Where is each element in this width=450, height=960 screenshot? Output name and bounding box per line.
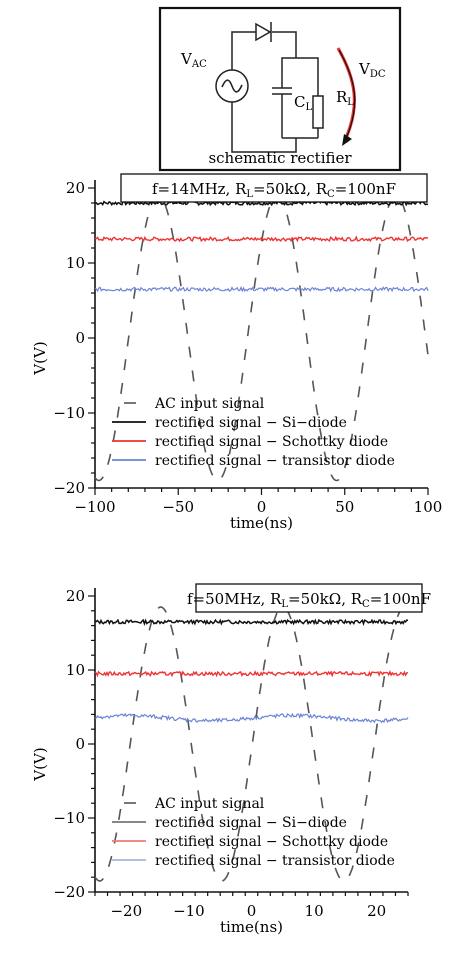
y-axis-label: V(V) xyxy=(31,341,49,375)
legend-entry: AC input signal xyxy=(154,796,265,812)
legend-entry: rectified signal − Si−diode xyxy=(155,815,347,831)
rectified-schottky-line xyxy=(94,670,409,678)
capacitor-symbol xyxy=(272,87,292,95)
arrow-head-icon xyxy=(342,134,352,146)
legend-entry: rectified signal − Schottky diode xyxy=(155,834,388,850)
y-axis-label: V(V) xyxy=(31,747,49,781)
y-tick-label: −20 xyxy=(53,479,85,497)
resistor-symbol xyxy=(312,95,324,129)
y-tick-label: 10 xyxy=(66,254,85,272)
x-tick-label: −20 xyxy=(110,902,142,920)
chart-50mhz: −20 −10 0 10 20 −20 −10 0 10 20 time(ns) V(V) f=50MH… xyxy=(31,583,431,936)
x-tick-label: 0 xyxy=(247,902,257,920)
rectified-transistor-line xyxy=(94,285,429,293)
y-tick-label: 10 xyxy=(66,661,85,679)
rectified-si-line xyxy=(94,618,409,626)
y-tick-label: 20 xyxy=(66,587,85,605)
x-tick-label: 20 xyxy=(367,902,386,920)
condition-box xyxy=(120,173,428,203)
schematic-caption: schematic rectifier xyxy=(208,149,352,167)
legend-entry: rectified signal − Schottky diode xyxy=(155,434,388,450)
rectified-schottky-line xyxy=(94,235,429,243)
x-tick-label: 10 xyxy=(305,902,324,920)
schematic-frame xyxy=(158,6,402,172)
x-tick-label: 0 xyxy=(257,498,267,516)
capacitor-label: CL xyxy=(294,93,312,113)
output-voltage-arrow-core xyxy=(338,49,356,137)
x-axis-label: time(ns) xyxy=(230,514,293,532)
x-tick-label: −10 xyxy=(173,902,205,920)
y-tick-label: 0 xyxy=(75,735,85,753)
condition-box xyxy=(195,583,423,613)
legend-entry: AC input signal xyxy=(154,396,265,412)
y-tick-label: 0 xyxy=(75,329,85,347)
y-tick-label: −10 xyxy=(53,404,85,422)
x-tick-label: −100 xyxy=(74,498,115,516)
source-label: VAC xyxy=(180,50,207,70)
x-axis-label: time(ns) xyxy=(220,918,283,936)
condition-label: f=50MHz, RL=50kΩ, RC=100nF xyxy=(187,590,431,610)
y-tick-label: −10 xyxy=(53,809,85,827)
diode-symbol xyxy=(255,22,272,42)
legend-entry: rectified signal − transistor diode xyxy=(155,853,395,869)
sine-icon xyxy=(221,79,243,93)
y-tick-label: 20 xyxy=(66,179,85,197)
legend-entry: rectified signal − Si−diode xyxy=(155,415,347,431)
y-tick-label: −20 xyxy=(53,883,85,901)
rectifier-schematic: VAC CL RL VDC schematic rectifier xyxy=(158,6,402,172)
resistor-label: RL xyxy=(336,88,354,108)
output-label: VDC xyxy=(358,60,386,80)
x-tick-label: 100 xyxy=(414,498,443,516)
x-tick-label: −50 xyxy=(162,498,194,516)
rectified-transistor-line xyxy=(94,712,409,724)
x-tick-label: 50 xyxy=(335,498,354,516)
legend-entry: rectified signal − transistor diode xyxy=(155,453,395,469)
ac-input-signal-line xyxy=(94,194,429,482)
circuit-wires xyxy=(231,31,319,153)
condition-label: f=14MHz, RL=50kΩ, RC=100nF xyxy=(152,180,396,200)
